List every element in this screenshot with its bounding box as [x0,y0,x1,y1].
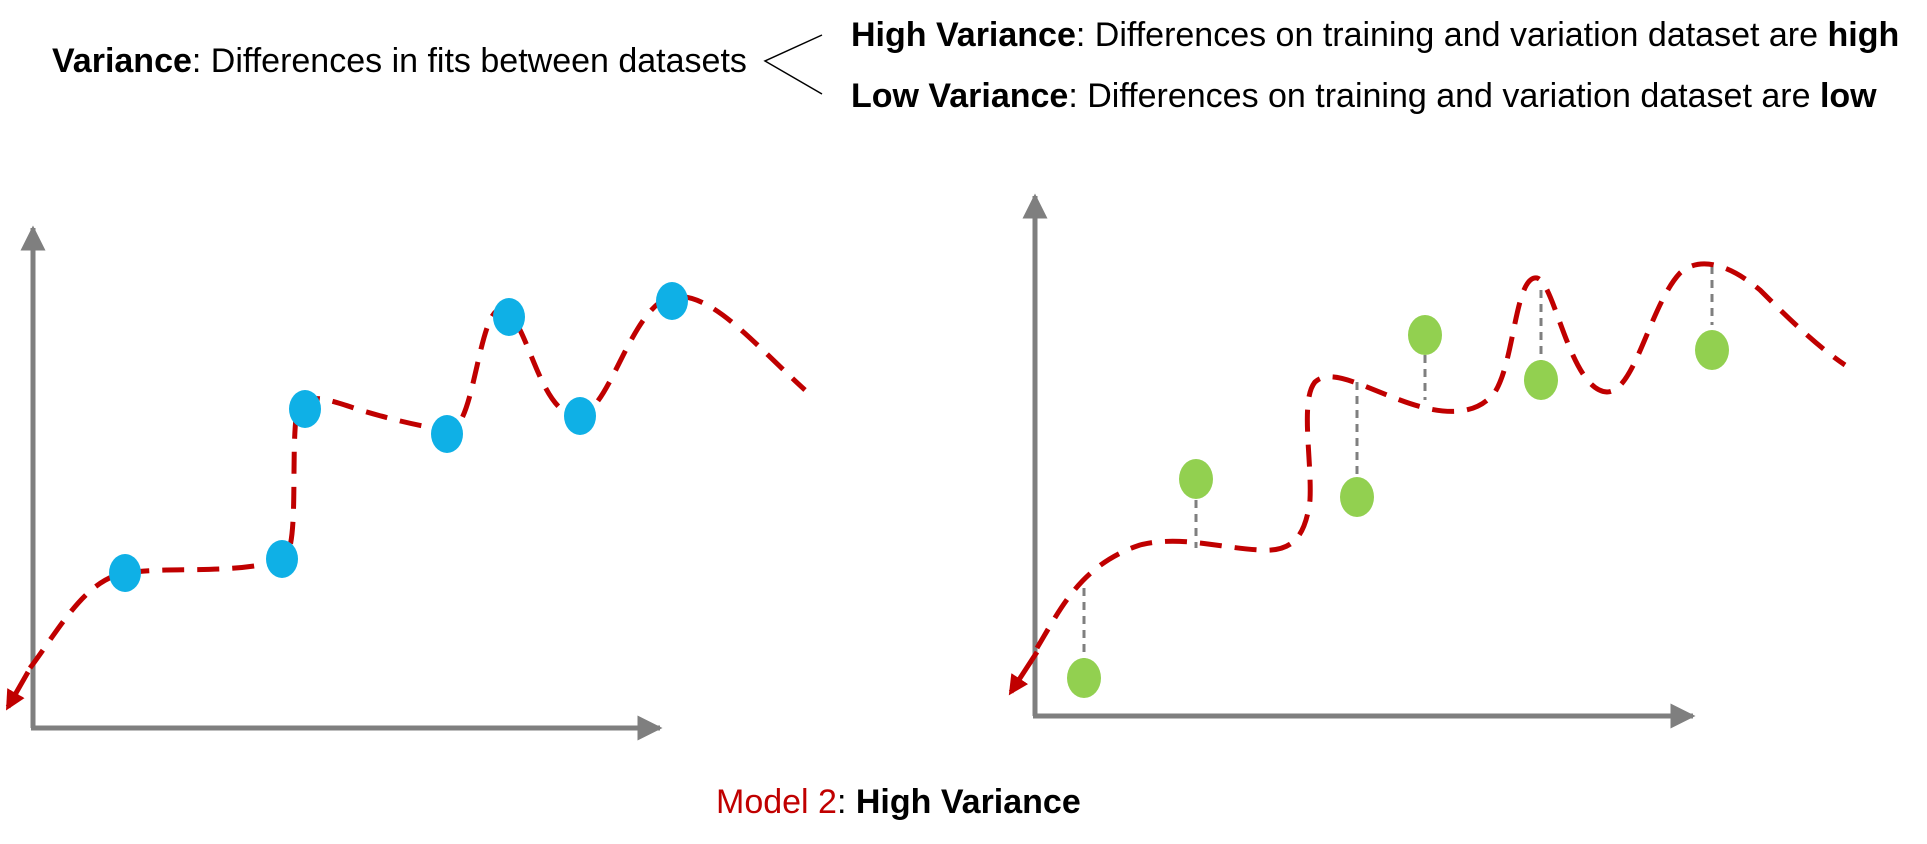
caption-separator: : [836,783,856,821]
low-variance-line: Low Variance: Differences on training an… [851,76,1877,116]
variance-description: : Differences in fits between datasets [191,42,747,80]
training-point [266,540,298,578]
left-training-points [109,282,688,592]
training-point [109,554,141,592]
training-point [289,390,321,428]
left-axes [20,225,663,741]
high-variance-term: High Variance [851,16,1076,54]
variance-term: Variance [52,42,192,80]
training-point [656,282,688,320]
low-variance-description: : Differences on training and variation … [1068,77,1820,115]
validation-point [1067,658,1101,698]
high-emphasis: high [1827,16,1900,54]
validation-point [1408,315,1442,355]
variance-definition: Variance: Differences in fits between da… [52,41,747,81]
high-variance-line: High Variance: Differences on training a… [851,15,1899,55]
left-curve-start-arrow [5,670,31,711]
branch-bracket [763,34,823,95]
validation-point [1179,459,1213,499]
residual-lines [1082,266,1714,670]
left-fit-curve [27,293,807,670]
right-fit-curve [1034,261,1847,650]
training-point [431,415,463,453]
right-validation-points [1067,315,1729,698]
model-variance-label: High Variance [855,783,1081,821]
low-emphasis: low [1819,77,1877,115]
validation-point [1695,330,1729,370]
model-name: Model 2 [716,783,837,821]
right-axes [1022,193,1696,729]
model-caption: Model 2: High Variance [716,782,1081,822]
validation-point [1524,360,1558,400]
right-curve-start-arrow [1008,650,1040,696]
validation-point [1340,477,1374,517]
low-variance-term: Low Variance [851,77,1069,115]
high-variance-description: : Differences on training and variation … [1075,16,1828,54]
training-point [564,397,596,435]
training-point [493,298,525,336]
